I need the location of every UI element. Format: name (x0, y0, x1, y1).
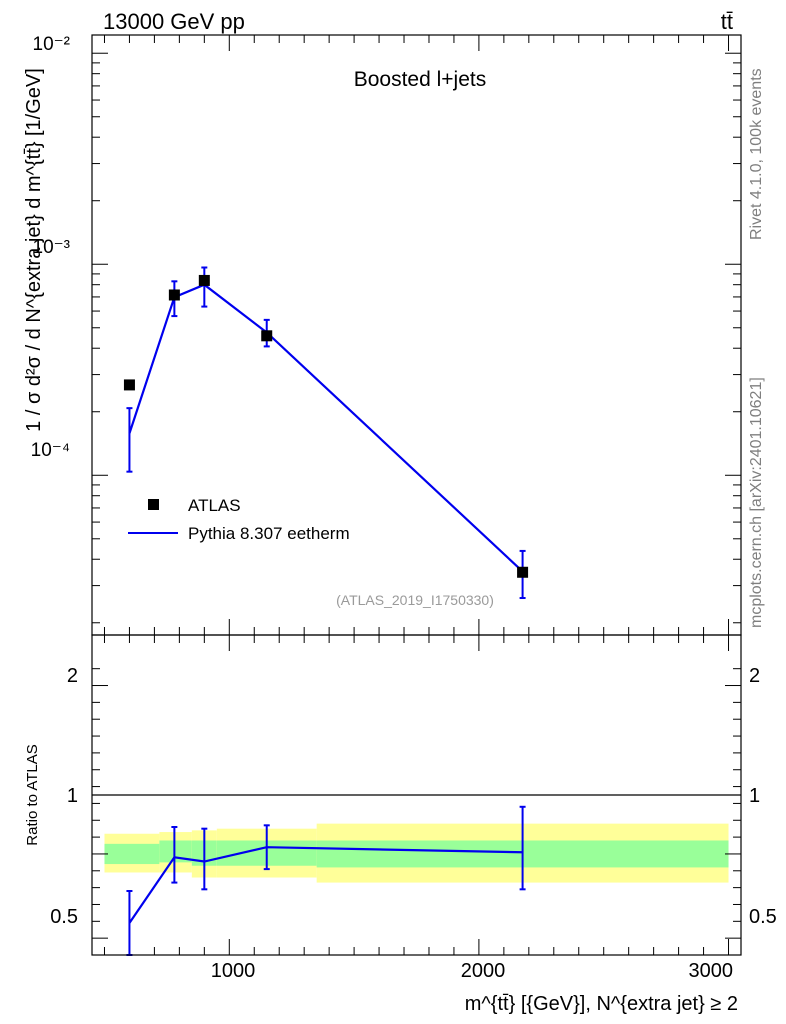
atlas-data-point (198, 274, 210, 286)
legend-atlas-marker (148, 499, 159, 510)
chart-title: Boosted l+jets (354, 68, 487, 91)
atlas-data-point (261, 330, 273, 342)
x-tick-label: 2000 (461, 960, 506, 982)
x-tick-label: 3000 (689, 960, 734, 982)
ratio-data-layer (126, 805, 526, 956)
ratio-y-axis-label: Ratio to ATLAS (24, 744, 41, 845)
main-data-layer (123, 266, 529, 600)
atlas-data-point (123, 379, 135, 391)
legend: ATLAS Pythia 8.307 eetherm (128, 496, 350, 543)
x-axis-label: m^{tt̄} [{GeV}], N^{extra jet} ≥ 2 (465, 993, 738, 1015)
ratio-y-tick-label-right: 1 (749, 785, 760, 807)
ratio-y-tick-label-right: 2 (749, 665, 760, 687)
main-y-tick-label: 10⁻⁴ (31, 440, 70, 461)
ratio-panel: 2 1 0.5 2 1 0.5 Ratio to ATLAS 1000 2000… (24, 634, 777, 1015)
atlas-data-point (168, 289, 180, 301)
ratio-plot-frame (91, 634, 742, 956)
atlas-data-point (517, 566, 529, 578)
main-panel: 10⁻² 10⁻³ 10⁻⁴ 1 / σ d²σ / d N^{extra je… (23, 34, 742, 636)
legend-pythia-label: Pythia 8.307 eetherm (188, 524, 350, 543)
main-y-tick-label: 10⁻² (33, 34, 71, 55)
main-plot-frame (91, 34, 742, 636)
ratio-y-tick-label: 1 (67, 785, 78, 807)
mcplots-label: mcplots.cern.ch [arXiv:2401.10621] (748, 377, 765, 628)
energy-label: 13000 GeV pp (103, 9, 245, 34)
main-axis-ticks (92, 35, 741, 635)
main-y-tick-label: 10⁻³ (33, 237, 71, 258)
ratio-inner-band (159, 840, 192, 863)
x-tick-label: 1000 (211, 960, 256, 982)
ratio-axis-ticks (92, 635, 741, 955)
ratio-uncertainty-bands (104, 823, 729, 883)
ratio-y-tick-label: 0.5 (50, 906, 78, 928)
legend-atlas-label: ATLAS (188, 496, 241, 515)
ratio-y-tick-label-right: 0.5 (749, 906, 777, 928)
ratio-inner-band (104, 843, 160, 865)
main-y-axis-label: 1 / σ d²σ / d N^{extra jet} d m^{tt̄} [1… (23, 68, 45, 432)
rivet-version-label: Rivet 4.1.0, 100k events (748, 68, 765, 240)
analysis-id-label: (ATLAS_2019_I1750330) (336, 592, 494, 608)
ratio-y-tick-label: 2 (67, 665, 78, 687)
process-label: tt̄ (721, 9, 733, 34)
